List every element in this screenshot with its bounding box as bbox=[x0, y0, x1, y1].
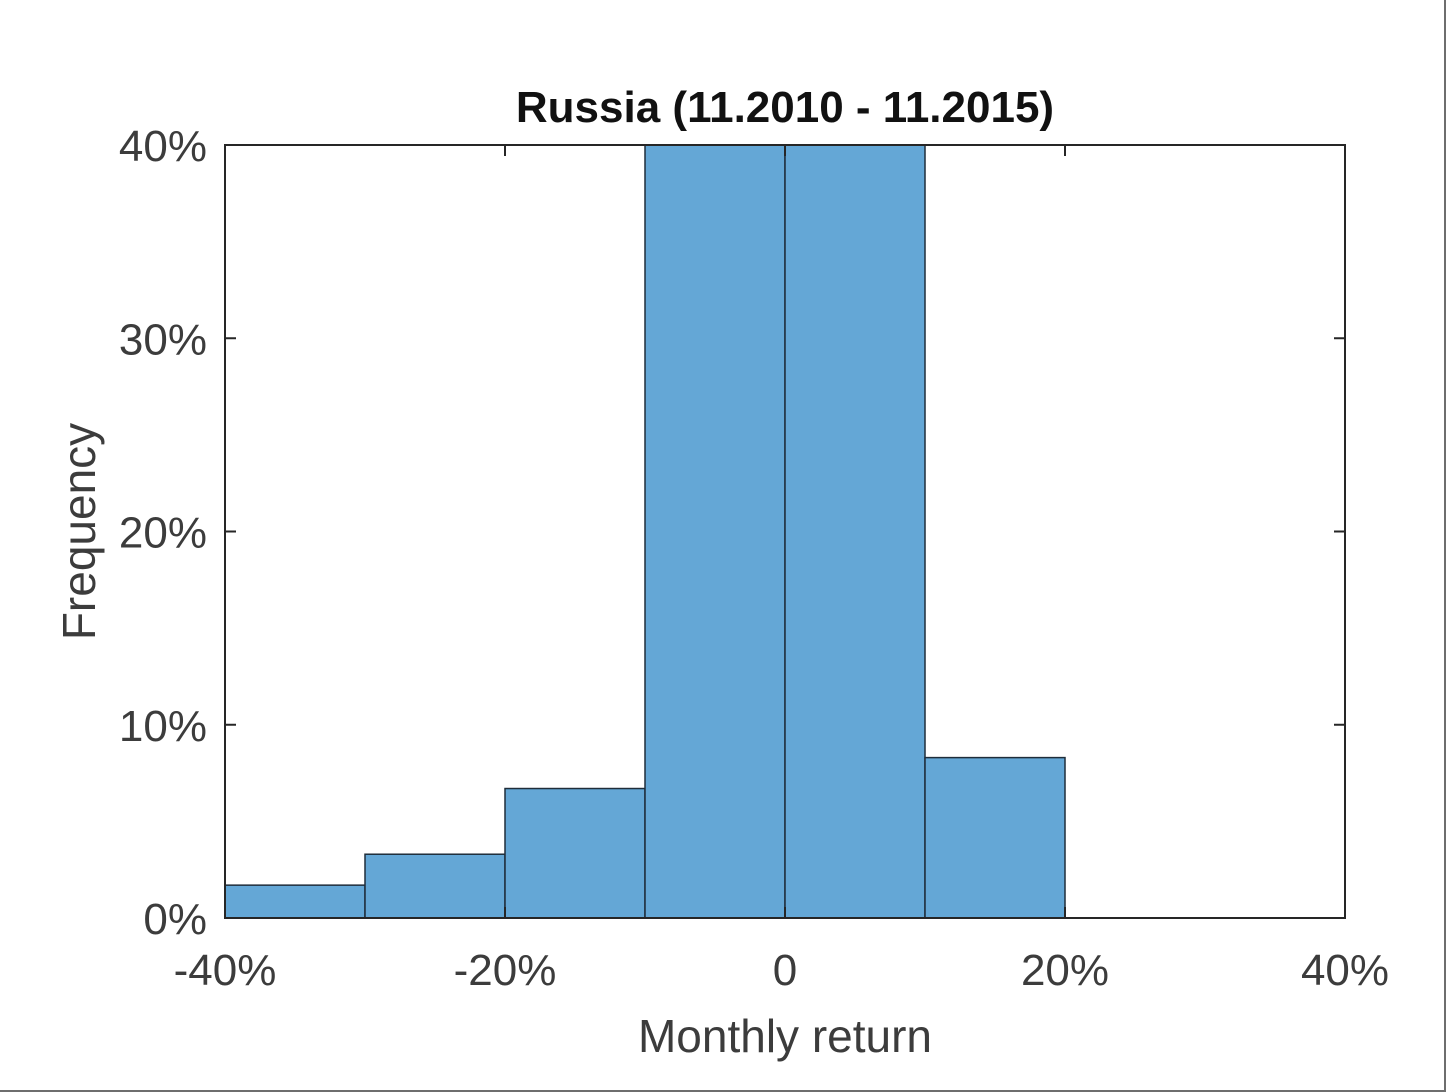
histogram-bar bbox=[644, 144, 786, 919]
tick-marks bbox=[224, 144, 1346, 919]
x-axis-label: Monthly return bbox=[638, 1010, 932, 1062]
chart-title: Russia (11.2010 - 11.2015) bbox=[516, 83, 1054, 132]
x-tick-label: -40% bbox=[174, 946, 277, 995]
histogram-bar bbox=[924, 756, 1066, 919]
x-tick-label: 20% bbox=[1021, 946, 1109, 995]
histogram-bar bbox=[224, 884, 366, 919]
x-tick-label: -20% bbox=[454, 946, 557, 995]
histogram-bar bbox=[504, 787, 646, 919]
y-tick-label: 10% bbox=[119, 702, 207, 751]
y-axis-label: Frequency bbox=[53, 423, 105, 640]
x-tick-label: 40% bbox=[1301, 946, 1389, 995]
histogram-bar bbox=[784, 144, 926, 919]
y-tick-label: 40% bbox=[119, 122, 207, 171]
y-tick-label: 20% bbox=[119, 509, 207, 558]
y-tick-label: 0% bbox=[143, 895, 207, 944]
x-tick-labels: -40% -20% 0 20% 40% bbox=[174, 946, 1389, 995]
y-tick-labels: 0% 10% 20% 30% 40% bbox=[119, 122, 207, 944]
x-tick-label: 0 bbox=[773, 946, 797, 995]
bars-group bbox=[224, 144, 1066, 919]
histogram-bar bbox=[364, 853, 506, 919]
y-tick-label: 30% bbox=[119, 315, 207, 364]
